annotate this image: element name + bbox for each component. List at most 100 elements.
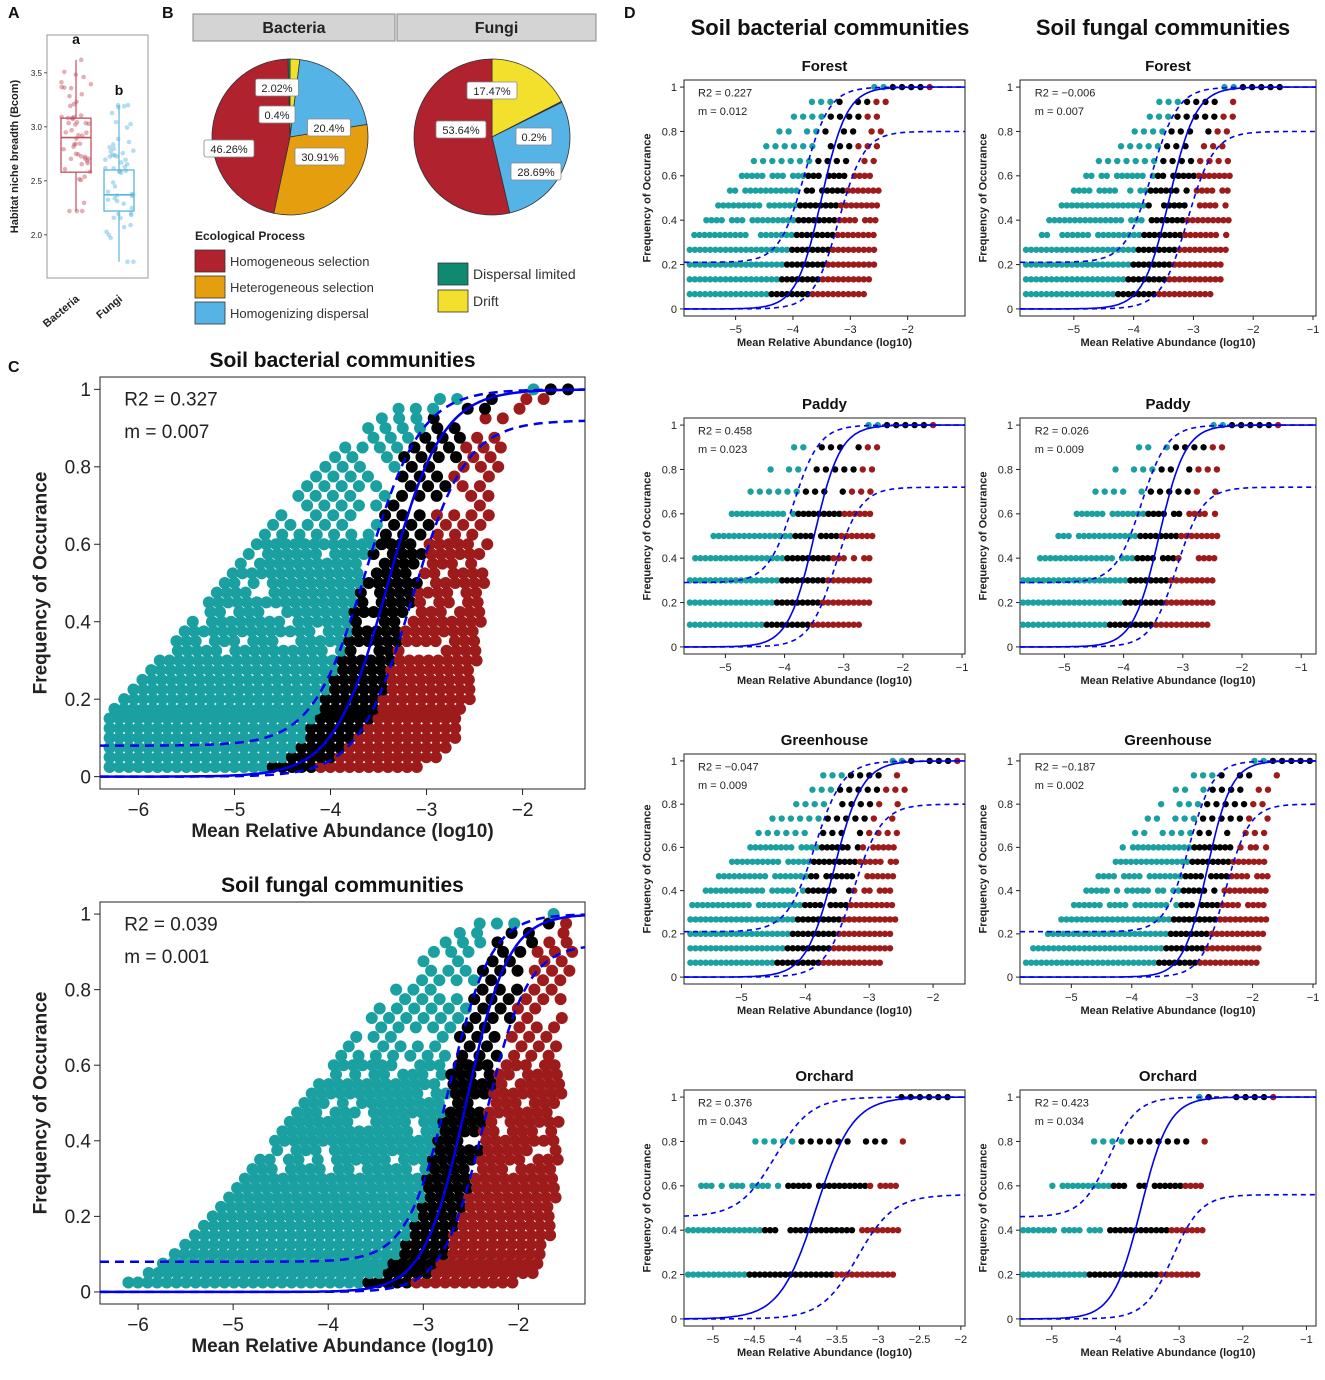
data-point bbox=[735, 202, 742, 209]
jitter-point bbox=[71, 142, 77, 147]
data-point bbox=[1117, 621, 1124, 628]
data-point bbox=[401, 741, 414, 754]
y-tick-label: 0.2 bbox=[662, 259, 677, 271]
data-point bbox=[1084, 290, 1091, 298]
data-point bbox=[391, 741, 404, 754]
data-point bbox=[520, 1191, 533, 1204]
data-point bbox=[861, 858, 869, 865]
data-point bbox=[1250, 800, 1257, 808]
data-point bbox=[371, 1163, 384, 1176]
y-tick-label: 0.6 bbox=[662, 1181, 677, 1193]
data-point bbox=[1040, 621, 1047, 628]
data-point bbox=[284, 567, 297, 580]
data-point bbox=[400, 1011, 413, 1024]
data-point bbox=[1096, 532, 1103, 540]
data-point bbox=[426, 1153, 439, 1166]
data-point bbox=[759, 858, 766, 865]
data-point bbox=[471, 1182, 484, 1195]
data-point bbox=[881, 887, 889, 894]
data-point bbox=[802, 800, 809, 808]
data-point bbox=[1114, 290, 1122, 298]
data-point bbox=[463, 1040, 476, 1053]
data-point bbox=[1127, 143, 1134, 150]
data-point bbox=[225, 615, 238, 628]
data-point bbox=[1107, 216, 1114, 224]
data-point bbox=[1083, 510, 1091, 518]
plot-title: Soil fungal communities bbox=[221, 874, 464, 897]
data-point bbox=[218, 760, 231, 773]
y-tick-label: 0.2 bbox=[998, 259, 1013, 271]
data-point bbox=[286, 1172, 299, 1185]
data-point bbox=[409, 1238, 422, 1251]
jitter-point bbox=[83, 120, 89, 126]
data-point bbox=[453, 1030, 466, 1043]
data-point bbox=[273, 1210, 286, 1223]
data-point bbox=[497, 1267, 510, 1280]
data-point bbox=[324, 1087, 337, 1100]
data-point bbox=[1251, 829, 1259, 837]
y-tick-label: 0.6 bbox=[662, 171, 677, 183]
data-point bbox=[1204, 577, 1211, 584]
data-point bbox=[851, 959, 858, 966]
data-point bbox=[1114, 157, 1121, 165]
data-point bbox=[265, 1163, 278, 1176]
data-point bbox=[1188, 901, 1195, 909]
data-point bbox=[715, 202, 722, 209]
data-point bbox=[554, 974, 567, 987]
data-point bbox=[324, 1125, 337, 1138]
data-point bbox=[344, 1087, 357, 1100]
data-point bbox=[1049, 1182, 1056, 1190]
data-point bbox=[878, 901, 885, 909]
data-point bbox=[334, 751, 347, 764]
data-point bbox=[728, 945, 735, 952]
data-point bbox=[1194, 800, 1202, 808]
data-point bbox=[696, 261, 704, 268]
x-tick-label: −5 bbox=[224, 800, 246, 821]
data-point bbox=[340, 1153, 353, 1166]
data-point bbox=[362, 528, 375, 541]
data-point bbox=[336, 654, 349, 667]
data-point bbox=[447, 1248, 460, 1261]
data-point bbox=[828, 532, 835, 540]
data-point bbox=[815, 858, 823, 865]
data-point bbox=[833, 532, 840, 540]
data-point bbox=[180, 1276, 193, 1289]
data-point bbox=[418, 1115, 431, 1128]
y-tick-label: 1 bbox=[671, 1092, 677, 1104]
data-point bbox=[870, 815, 878, 822]
data-point bbox=[1183, 187, 1190, 194]
data-point bbox=[851, 216, 859, 224]
data-point bbox=[840, 290, 847, 298]
jitter-point bbox=[108, 235, 114, 241]
data-point bbox=[817, 901, 824, 909]
data-point bbox=[529, 1002, 542, 1015]
data-point bbox=[469, 644, 482, 657]
data-point bbox=[523, 1210, 536, 1223]
data-point bbox=[1050, 1226, 1058, 1234]
data-point bbox=[343, 635, 356, 648]
data-point bbox=[809, 276, 816, 283]
data-point bbox=[1145, 276, 1153, 283]
data-point bbox=[1111, 577, 1119, 584]
data-point bbox=[778, 246, 786, 253]
data-point bbox=[790, 858, 797, 865]
data-point bbox=[822, 202, 829, 209]
data-point bbox=[720, 873, 728, 880]
data-point bbox=[346, 451, 359, 464]
data-point bbox=[1171, 202, 1178, 209]
data-point bbox=[245, 625, 258, 638]
data-point bbox=[1095, 157, 1103, 165]
data-point bbox=[357, 547, 370, 560]
data-point bbox=[763, 246, 770, 253]
data-point bbox=[1062, 554, 1069, 562]
data-point bbox=[759, 157, 767, 165]
data-point bbox=[307, 1182, 320, 1195]
data-point bbox=[385, 664, 398, 677]
data-point bbox=[738, 172, 746, 180]
data-point bbox=[306, 1172, 319, 1185]
data-point bbox=[290, 606, 303, 619]
points-layer bbox=[1019, 421, 1282, 628]
m-label: m = 0.034 bbox=[1035, 1116, 1084, 1128]
data-point bbox=[378, 1200, 391, 1213]
data-point bbox=[390, 1238, 403, 1251]
